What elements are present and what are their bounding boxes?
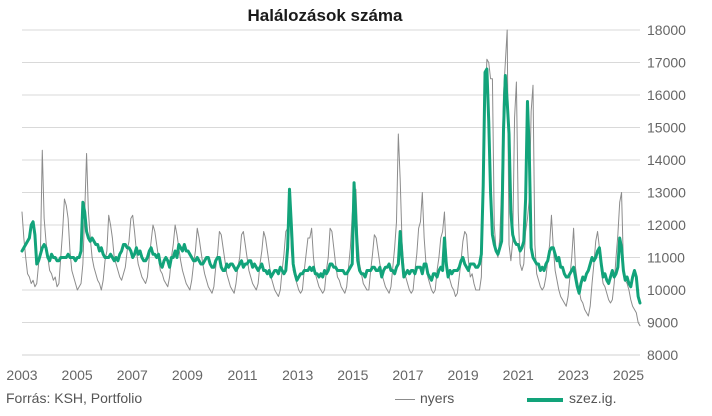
y-tick-label: 11000 [647,250,685,266]
y-tick-label: 12000 [647,217,686,233]
gridlines [22,29,640,356]
x-tick-label: 2013 [282,367,313,383]
y-tick-label: 16000 [647,87,686,103]
y-axis-ticks: 8000 9000 10000 11000 12000 13000 14000 15000 16… [647,22,686,363]
legend-swatch-szez-ig [527,398,563,402]
x-tick-label: 2005 [62,367,93,383]
legend-label-szez-ig: szez.ig. [569,390,617,406]
y-tick-label: 15000 [647,120,686,136]
y-tick-label: 14000 [647,152,686,168]
x-axis-ticks: 2003 2005 2007 2009 2011 2013 2015 2017 2019 2021… [6,367,644,383]
legend-label-nyers: nyers [420,390,455,406]
series-line-nyers [21,29,641,327]
x-tick-label: 2011 [227,367,257,383]
x-tick-label: 2021 [503,367,534,383]
x-tick-label: 2009 [172,367,203,383]
x-tick-label: 2025 [613,367,644,383]
chart-title: Halálozások száma [247,6,403,25]
y-tick-label: 13000 [647,185,686,201]
x-tick-label: 2015 [337,367,368,383]
x-tick-label: 2023 [558,367,589,383]
y-tick-label: 18000 [647,22,686,38]
y-tick-label: 8000 [647,347,678,363]
series-line-szez-ig [20,67,642,305]
x-tick-label: 2007 [117,367,148,383]
x-tick-label: 2019 [448,367,479,383]
y-tick-label: 9000 [647,315,678,331]
x-tick-label: 2017 [392,367,423,383]
series-lines [20,29,642,327]
legend-swatch-nyers [395,399,415,400]
y-tick-label: 10000 [647,282,686,298]
y-tick-label: 17000 [647,55,686,71]
x-tick-label: 2003 [6,367,37,383]
source-note: Forrás: KSH, Portfolio [6,390,143,406]
